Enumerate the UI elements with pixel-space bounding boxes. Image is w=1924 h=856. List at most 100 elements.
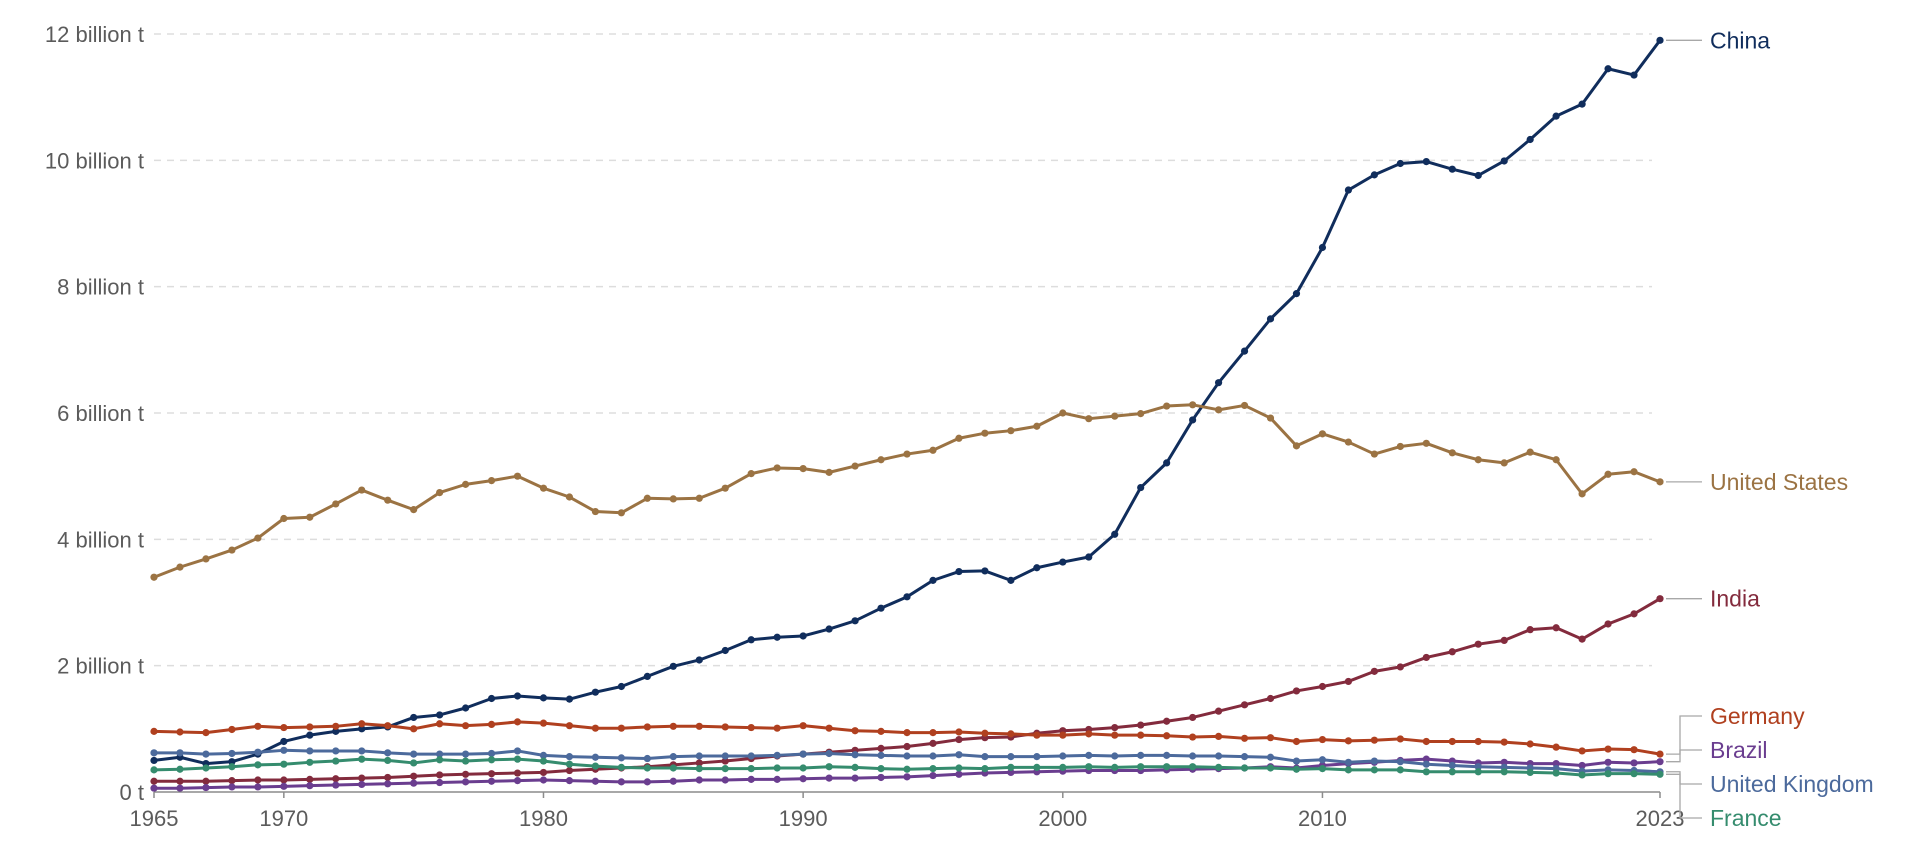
data-point-united-states <box>565 493 574 501</box>
data-point-brazil <box>436 778 444 787</box>
data-point-brazil <box>643 778 651 786</box>
data-point-china <box>306 731 314 739</box>
data-point-india <box>487 770 496 778</box>
data-point-germany <box>643 723 651 731</box>
data-point-brazil <box>1422 755 1430 763</box>
data-point-brazil <box>410 779 418 787</box>
data-point-china <box>1137 483 1145 492</box>
data-point-brazil <box>565 777 574 785</box>
data-point-germany <box>1396 735 1404 743</box>
data-point-china <box>1266 315 1275 323</box>
data-point-brazil <box>487 777 496 785</box>
data-point-germany <box>1266 734 1275 742</box>
data-point-brazil <box>669 777 677 785</box>
y-tick-label: 4 billion t <box>57 527 144 552</box>
data-point-brazil <box>1578 761 1586 770</box>
data-point-brazil <box>695 776 703 784</box>
data-point-france <box>1163 763 1171 771</box>
series-lines <box>150 36 1664 792</box>
data-point-united-states <box>461 480 470 488</box>
data-point-india <box>202 777 210 785</box>
data-point-united-kingdom <box>929 752 937 760</box>
x-tick-label: 2000 <box>1038 806 1087 831</box>
data-point-united-kingdom <box>825 749 833 758</box>
data-point-united-states <box>903 450 911 458</box>
data-point-france <box>1266 764 1275 772</box>
data-point-france <box>565 760 574 768</box>
data-point-united-states <box>384 496 392 504</box>
data-point-china <box>1240 347 1249 355</box>
data-point-india <box>1137 721 1145 729</box>
data-point-china <box>461 704 470 712</box>
data-point-china <box>825 625 833 633</box>
data-point-germany <box>955 728 963 736</box>
data-point-united-kingdom <box>851 751 859 759</box>
data-point-germany <box>1240 734 1249 742</box>
data-point-france <box>1500 768 1508 776</box>
data-point-china <box>981 567 989 575</box>
data-point-germany <box>1059 731 1067 739</box>
data-point-india <box>1344 677 1353 686</box>
data-point-france <box>695 765 703 773</box>
data-point-india <box>1656 595 1664 603</box>
data-point-china <box>643 672 651 681</box>
data-point-united-kingdom <box>358 747 366 755</box>
data-point-china <box>436 711 444 719</box>
data-point-united-states <box>773 464 781 472</box>
legend-item-germany: Germany <box>1666 703 1805 755</box>
data-point-china <box>1448 165 1456 173</box>
legend: China United States India Germany Brazil Unit… <box>1666 27 1874 831</box>
data-point-germany <box>721 723 729 731</box>
data-point-china <box>799 632 807 640</box>
data-point-france <box>1630 770 1638 778</box>
data-point-united-states <box>306 513 314 521</box>
data-point-united-kingdom <box>591 753 600 761</box>
data-point-france <box>1059 763 1067 771</box>
y-axis: 0 t 2 billion t 4 billion t 6 billion t 8 bi… <box>45 22 144 805</box>
data-point-india <box>929 739 937 747</box>
data-point-india <box>1214 707 1223 715</box>
data-point-china <box>280 737 288 746</box>
legend-item-united-kingdom: United Kingdom <box>1666 771 1874 797</box>
data-point-united-states <box>1318 430 1327 438</box>
data-point-united-states <box>591 507 600 516</box>
legend-connector <box>1666 715 1702 755</box>
data-point-china <box>1474 171 1482 180</box>
data-point-brazil <box>539 776 548 784</box>
data-point-united-states <box>1578 490 1586 498</box>
data-point-china <box>332 727 340 735</box>
data-point-brazil <box>1007 768 1015 777</box>
data-point-germany <box>1033 731 1041 739</box>
data-point-united-kingdom <box>617 754 625 762</box>
data-point-united-kingdom <box>1422 760 1430 768</box>
data-point-france <box>1111 763 1119 771</box>
data-point-india <box>461 770 470 778</box>
data-point-china <box>1111 530 1119 538</box>
data-point-india <box>565 766 574 775</box>
data-point-united-states <box>1085 415 1093 423</box>
data-point-united-kingdom <box>487 749 496 758</box>
data-point-germany <box>747 723 755 732</box>
data-point-china <box>565 695 574 703</box>
data-point-brazil <box>825 774 833 782</box>
data-point-germany <box>306 723 314 731</box>
data-point-germany <box>1292 737 1301 746</box>
data-point-united-states <box>176 563 184 571</box>
data-point-germany <box>410 725 418 733</box>
data-point-brazil <box>955 770 963 778</box>
data-point-germany <box>513 718 522 726</box>
y-tick-label: 10 billion t <box>45 148 144 173</box>
legend-connector <box>1666 749 1702 763</box>
data-point-united-kingdom <box>1163 751 1171 759</box>
data-point-china <box>1292 290 1301 298</box>
data-point-france <box>1370 766 1378 774</box>
x-axis: 1965 1970 1980 1990 2000 2010 2023 <box>130 791 1684 831</box>
data-point-china <box>1163 459 1171 467</box>
data-point-united-states <box>825 468 833 476</box>
data-point-brazil <box>228 783 236 791</box>
data-point-brazil <box>358 780 366 789</box>
data-point-brazil <box>513 777 522 785</box>
data-point-brazil <box>1500 758 1508 766</box>
data-point-united-kingdom <box>1111 752 1119 760</box>
data-point-china <box>1059 558 1067 566</box>
